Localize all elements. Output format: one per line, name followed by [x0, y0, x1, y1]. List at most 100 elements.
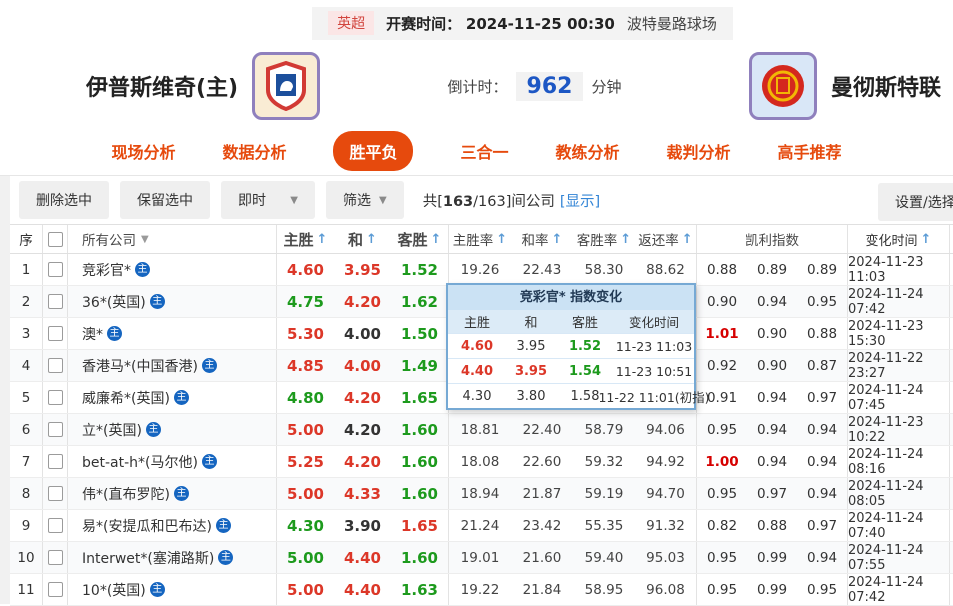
row-checkbox[interactable] — [47, 390, 63, 405]
row-number: 4 — [10, 350, 43, 381]
change-time-cell: 2024-11-24 08:05 — [848, 478, 950, 509]
kelly-draw-cell: 0.99 — [756, 581, 788, 598]
company-cell[interactable]: 威廉希*(英国) 主 — [68, 382, 277, 413]
table-header-row: 序 所有公司 ▼ 主胜 ↑ 和 ↑ 客胜 ↑ 主胜率 ↑ 和率 ↑ 客胜率 ↑ 返还率 ↑ 凯… — [10, 224, 953, 254]
change-time-cell: 2024-11-24 07:42 — [848, 574, 950, 605]
company-cell[interactable]: 伟*(直布罗陀) 主 — [68, 478, 277, 509]
header-draw[interactable]: 和 ↑ — [348, 230, 377, 249]
row-checkbox[interactable] — [47, 550, 63, 565]
away-odds-cell: 1.60 — [391, 414, 449, 445]
row-checkbox-cell — [43, 286, 68, 317]
tab-胜平负[interactable]: 胜平负 — [333, 130, 414, 171]
header-away-win[interactable]: 客胜 ↑ — [391, 225, 449, 253]
draw-rate-cell: 23.42 — [522, 517, 562, 534]
odds-change-popup: 竞彩官* 指数变化 主胜 和 客胜 变化时间 4.60 3.95 1.52 11… — [446, 283, 710, 410]
popup-home-odds: 4.60 — [460, 338, 494, 354]
tab-高手推荐[interactable]: 高手推荐 — [777, 142, 842, 162]
home-odds-cell: 5.30 — [286, 324, 324, 343]
company-cell[interactable]: 立*(英国) 主 — [68, 414, 277, 445]
sort-up-icon: ↑ — [920, 231, 932, 247]
tab-裁判分析[interactable]: 裁判分析 — [666, 142, 731, 162]
draw-rate-cell: 21.60 — [522, 549, 562, 566]
header-company[interactable]: 所有公司 ▼ — [68, 225, 277, 253]
select-all-checkbox[interactable] — [47, 231, 63, 247]
company-cell[interactable]: 易*(安提瓜和巴布达) 主 — [68, 510, 277, 541]
start-time-label: 开赛时间： — [386, 14, 462, 33]
company-name: 澳* — [82, 326, 103, 343]
row-checkbox[interactable] — [47, 262, 63, 277]
company-cell[interactable]: 36*(英国) 主 — [68, 286, 277, 317]
company-count-total: 163 — [442, 193, 474, 210]
row-checkbox[interactable] — [47, 294, 63, 309]
row-checkbox[interactable] — [47, 486, 63, 501]
tab-现场分析[interactable]: 现场分析 — [111, 142, 176, 162]
draw-odds-cell: 4.20 — [343, 388, 381, 407]
tab-教练分析[interactable]: 教练分析 — [555, 142, 620, 162]
company-cell[interactable]: 竞彩官* 主 — [68, 254, 277, 285]
kelly-home-cell: 0.90 — [706, 293, 738, 310]
show-link[interactable]: [显示] — [559, 193, 601, 210]
popup-draw-odds: 3.95 — [514, 363, 548, 379]
change-time-cell: 2024-11-22 23:27 — [848, 350, 950, 381]
draw-odds-cell: 4.20 — [343, 292, 381, 311]
filter-dropdown[interactable]: 筛选 ▼ — [326, 181, 404, 219]
live-odds-dropdown[interactable]: 即时 ▼ — [221, 181, 315, 219]
header-home-rate[interactable]: 主胜率 ↑ — [452, 231, 508, 250]
primary-company-icon: 主 — [135, 262, 150, 277]
away-rate-cell: 58.30 — [584, 261, 624, 278]
chevron-down-icon: ▼ — [141, 233, 149, 245]
popup-away-odds: 1.58 — [570, 388, 600, 404]
popup-header-time: 变化时间 — [628, 315, 679, 330]
row-checkbox[interactable] — [47, 518, 63, 533]
popup-home-odds: 4.30 — [462, 388, 492, 404]
kelly-home-cell: 0.95 — [706, 581, 738, 598]
row-checkbox[interactable] — [47, 326, 63, 341]
company-cell[interactable]: Interwet*(塞浦路斯) 主 — [68, 542, 277, 573]
keep-selected-button[interactable]: 保留选中 — [120, 181, 210, 219]
home-odds-cell: 4.85 — [286, 356, 324, 375]
row-checkbox[interactable] — [47, 454, 63, 469]
popup-row: 4.40 3.95 1.54 11-23 10:51 — [448, 358, 694, 383]
popup-change-time: 11-23 11:03 — [615, 338, 693, 354]
header-return-rate[interactable]: 返还率 ↑ — [635, 225, 697, 253]
away-rate-cell: 58.95 — [584, 581, 624, 598]
away-odds-cell: 1.62 — [391, 286, 449, 317]
away-rate-cell: 59.32 — [584, 453, 624, 470]
company-cell[interactable]: 香港马*(中国香港) 主 — [68, 350, 277, 381]
header-draw-rate[interactable]: 和率 ↑ — [521, 231, 563, 250]
header-checkbox[interactable] — [43, 225, 68, 253]
row-checkbox-cell — [43, 382, 68, 413]
odds-panel: 删除选中 保留选中 即时 ▼ 筛选 ▼ 共[163/163]间公司 [显示] 设置… — [10, 176, 953, 606]
popup-header-row: 主胜 和 客胜 变化时间 — [448, 310, 694, 333]
tab-数据分析[interactable]: 数据分析 — [222, 142, 287, 162]
kelly-draw-cell: 0.88 — [756, 517, 788, 534]
away-odds-cell: 1.65 — [391, 510, 449, 541]
header-change-time[interactable]: 变化时间 ↑ — [848, 225, 950, 253]
header-home-win[interactable]: 主胜 ↑ — [283, 230, 328, 249]
home-rate-cell: 18.08 — [460, 453, 500, 470]
company-cell[interactable]: 澳* 主 — [68, 318, 277, 349]
tab-三合一[interactable]: 三合一 — [460, 142, 509, 162]
row-checkbox[interactable] — [47, 422, 63, 437]
countdown-label: 倒计时： — [447, 77, 508, 96]
sort-up-icon: ↑ — [316, 231, 328, 247]
primary-company-icon: 主 — [107, 326, 122, 341]
delete-selected-button[interactable]: 删除选中 — [19, 181, 109, 219]
row-checkbox[interactable] — [47, 582, 63, 597]
kelly-draw-cell: 0.99 — [756, 549, 788, 566]
company-count: 共[163/163]间公司 [显示] — [422, 193, 601, 210]
venue: 波特曼路球场 — [626, 14, 717, 33]
draw-rate-cell: 21.87 — [522, 485, 562, 502]
draw-odds-cell: 4.40 — [343, 548, 381, 567]
table-row: 11 10*(英国) 主 5.00 4.40 1.63 19.22 21.84 … — [10, 574, 953, 606]
home-rate-cell: 21.24 — [460, 517, 500, 534]
settings-select-button[interactable]: 设置/选择 — [878, 183, 953, 221]
header-away-rate[interactable]: 客胜率 ↑ — [576, 231, 632, 250]
company-cell[interactable]: bet-at-h*(马尔他) 主 — [68, 446, 277, 477]
match-info-bar: 英超 开赛时间： 2024-11-25 00:30 波特曼路球场 — [312, 6, 733, 40]
popup-row: 4.30 3.80 1.58 11-22 11:01(初指) — [448, 383, 710, 408]
company-cell[interactable]: 10*(英国) 主 — [68, 574, 277, 605]
row-checkbox[interactable] — [47, 358, 63, 373]
change-time-cell: 2024-11-24 07:40 — [848, 510, 950, 541]
row-checkbox-cell — [43, 446, 68, 477]
